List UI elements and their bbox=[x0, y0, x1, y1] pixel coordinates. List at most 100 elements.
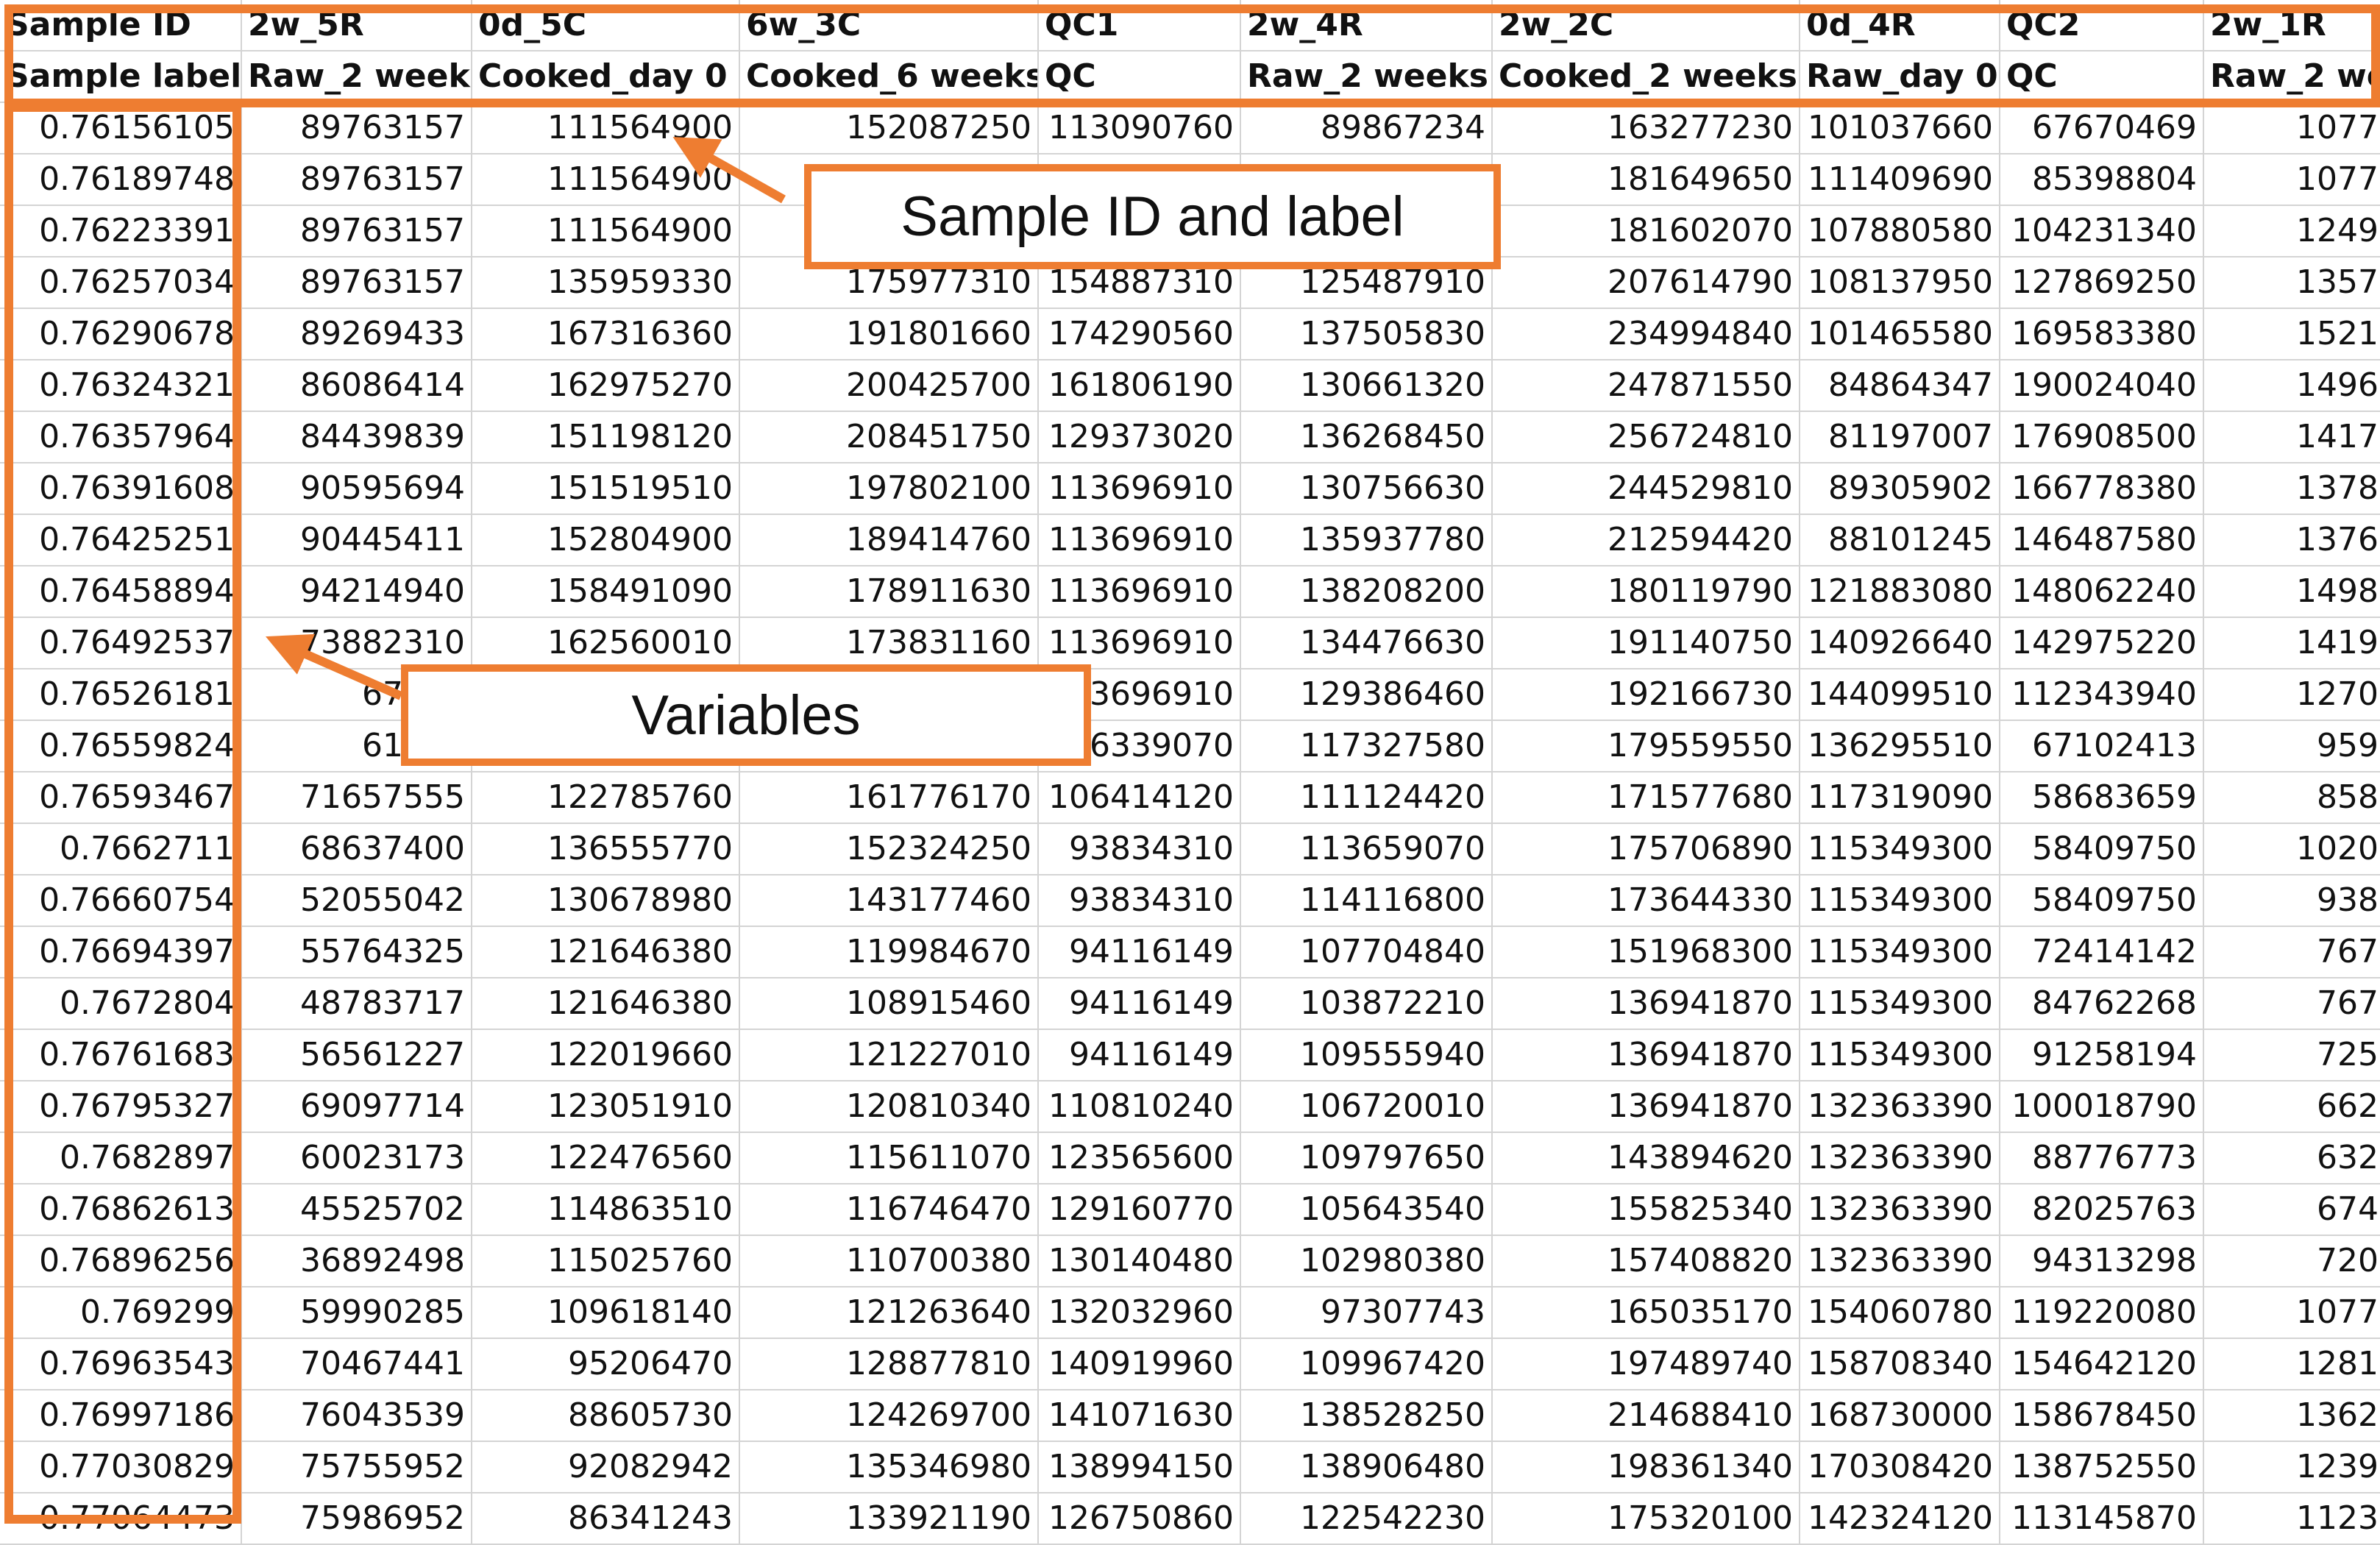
cell[interactable]: 121883080 bbox=[1800, 566, 2000, 618]
cell[interactable]: 191801660 bbox=[739, 308, 1039, 360]
cell[interactable]: 75755952 bbox=[241, 1441, 472, 1494]
cell[interactable]: 136941870 bbox=[1492, 1029, 1800, 1082]
cell[interactable]: 181649650 bbox=[1492, 154, 1800, 206]
cell[interactable]: 84762268 bbox=[2000, 978, 2204, 1030]
cell[interactable]: 143177460 bbox=[739, 875, 1039, 927]
cell[interactable]: 135959330 bbox=[472, 257, 740, 309]
cell[interactable]: 244529810 bbox=[1492, 463, 1800, 515]
cell[interactable]: 89763157 bbox=[241, 154, 472, 206]
cell[interactable]: 0.7672804 bbox=[0, 978, 242, 1030]
cell[interactable]: 214688410 bbox=[1492, 1390, 1800, 1442]
cell[interactable]: QC bbox=[2000, 51, 2204, 103]
cell[interactable]: 7200 bbox=[2203, 1235, 2380, 1288]
cell[interactable]: 170308420 bbox=[1800, 1441, 2000, 1494]
cell[interactable]: 75986952 bbox=[241, 1493, 472, 1545]
cell[interactable]: 132363390 bbox=[1800, 1235, 2000, 1288]
cell[interactable]: 12706 bbox=[2203, 669, 2380, 721]
cell[interactable]: 151519510 bbox=[472, 463, 740, 515]
cell[interactable]: 167316360 bbox=[472, 308, 740, 360]
cell[interactable]: 161776170 bbox=[739, 772, 1039, 824]
cell[interactable]: 133921190 bbox=[739, 1493, 1039, 1545]
cell[interactable]: 0.76997186 bbox=[0, 1390, 242, 1442]
cell[interactable]: 7678 bbox=[2203, 978, 2380, 1030]
cell[interactable]: 9386 bbox=[2203, 875, 2380, 927]
cell[interactable]: 82025763 bbox=[2000, 1184, 2204, 1236]
cell[interactable]: 0.76896256 bbox=[0, 1235, 242, 1288]
cell[interactable]: 117319090 bbox=[1800, 772, 2000, 824]
cell[interactable]: 111564900 bbox=[472, 102, 740, 154]
cell[interactable]: 175706890 bbox=[1492, 823, 1800, 876]
cell[interactable]: 158491090 bbox=[472, 566, 740, 618]
cell[interactable]: 90445411 bbox=[241, 514, 472, 566]
cell[interactable]: 108915460 bbox=[739, 978, 1039, 1030]
cell[interactable]: 106720010 bbox=[1240, 1081, 1493, 1133]
cell[interactable]: 89269433 bbox=[241, 308, 472, 360]
cell[interactable]: 113696910 bbox=[1038, 566, 1241, 618]
cell[interactable]: 88101245 bbox=[1800, 514, 2000, 566]
cell[interactable]: 0.76963543 bbox=[0, 1338, 242, 1390]
cell[interactable]: 132363390 bbox=[1800, 1184, 2000, 1236]
cell[interactable]: 94116149 bbox=[1038, 926, 1241, 979]
cell[interactable]: 76043539 bbox=[241, 1390, 472, 1442]
cell[interactable]: 191140750 bbox=[1492, 617, 1800, 670]
cell[interactable]: 52055042 bbox=[241, 875, 472, 927]
cell[interactable]: 132363390 bbox=[1800, 1081, 2000, 1133]
cell[interactable]: 56561227 bbox=[241, 1029, 472, 1082]
cell[interactable]: 111564900 bbox=[472, 205, 740, 258]
cell[interactable]: 128877810 bbox=[739, 1338, 1039, 1390]
cell[interactable]: 45525702 bbox=[241, 1184, 472, 1236]
cell[interactable]: 151198120 bbox=[472, 411, 740, 464]
cell[interactable]: 148062240 bbox=[2000, 566, 2204, 618]
cell[interactable]: 117327580 bbox=[1240, 720, 1493, 772]
cell[interactable]: 111124420 bbox=[1240, 772, 1493, 824]
cell[interactable]: 169583380 bbox=[2000, 308, 2204, 360]
cell[interactable]: 113090760 bbox=[1038, 102, 1241, 154]
cell[interactable]: 234994840 bbox=[1492, 308, 1800, 360]
cell[interactable]: 0.7682897 bbox=[0, 1132, 242, 1184]
cell[interactable]: 132363390 bbox=[1800, 1132, 2000, 1184]
cell[interactable]: 122476560 bbox=[472, 1132, 740, 1184]
cell[interactable]: 88776773 bbox=[2000, 1132, 2204, 1184]
cell[interactable]: 92082942 bbox=[472, 1441, 740, 1494]
cell[interactable]: 115611070 bbox=[739, 1132, 1039, 1184]
cell[interactable]: 2w_4R bbox=[1240, 0, 1493, 52]
cell[interactable]: 126750860 bbox=[1038, 1493, 1241, 1545]
cell[interactable]: 134476630 bbox=[1240, 617, 1493, 670]
cell[interactable]: 154642120 bbox=[2000, 1338, 2204, 1390]
cell[interactable]: 93834310 bbox=[1038, 875, 1241, 927]
cell[interactable]: 94116149 bbox=[1038, 1029, 1241, 1082]
cell[interactable]: 2w_1R bbox=[2203, 0, 2380, 52]
cell[interactable]: 140926640 bbox=[1800, 617, 2000, 670]
cell[interactable]: 90595694 bbox=[241, 463, 472, 515]
cell[interactable]: QC bbox=[1038, 51, 1241, 103]
cell[interactable]: 55764325 bbox=[241, 926, 472, 979]
cell[interactable]: 142324120 bbox=[1800, 1493, 2000, 1545]
cell[interactable]: 130678980 bbox=[472, 875, 740, 927]
cell[interactable]: 121263640 bbox=[739, 1287, 1039, 1339]
cell[interactable]: 58409750 bbox=[2000, 823, 2204, 876]
cell[interactable]: 13628 bbox=[2203, 1390, 2380, 1442]
cell[interactable]: 88605730 bbox=[472, 1390, 740, 1442]
cell[interactable]: 138752550 bbox=[2000, 1441, 2204, 1494]
cell[interactable]: 119220080 bbox=[2000, 1287, 2204, 1339]
cell[interactable]: 180119790 bbox=[1492, 566, 1800, 618]
cell[interactable]: 0.76526181 bbox=[0, 669, 242, 721]
cell[interactable]: 136555770 bbox=[472, 823, 740, 876]
cell[interactable]: 136941870 bbox=[1492, 978, 1800, 1030]
cell[interactable]: Cooked_day 0 bbox=[472, 51, 740, 103]
cell[interactable]: 132032960 bbox=[1038, 1287, 1241, 1339]
cell[interactable]: 0.76391608 bbox=[0, 463, 242, 515]
cell[interactable]: 89867234 bbox=[1240, 102, 1493, 154]
cell[interactable]: 94313298 bbox=[2000, 1235, 2204, 1288]
cell[interactable]: 12394 bbox=[2203, 1441, 2380, 1494]
cell[interactable]: 115349300 bbox=[1800, 926, 2000, 979]
cell[interactable]: 130661320 bbox=[1240, 360, 1493, 412]
cell[interactable]: 69097714 bbox=[241, 1081, 472, 1133]
cell[interactable]: 10201 bbox=[2203, 823, 2380, 876]
cell[interactable]: 190024040 bbox=[2000, 360, 2204, 412]
cell[interactable]: 113145870 bbox=[2000, 1493, 2204, 1545]
cell[interactable]: QC2 bbox=[2000, 0, 2204, 52]
cell[interactable]: 136268450 bbox=[1240, 411, 1493, 464]
cell[interactable]: 127869250 bbox=[2000, 257, 2204, 309]
